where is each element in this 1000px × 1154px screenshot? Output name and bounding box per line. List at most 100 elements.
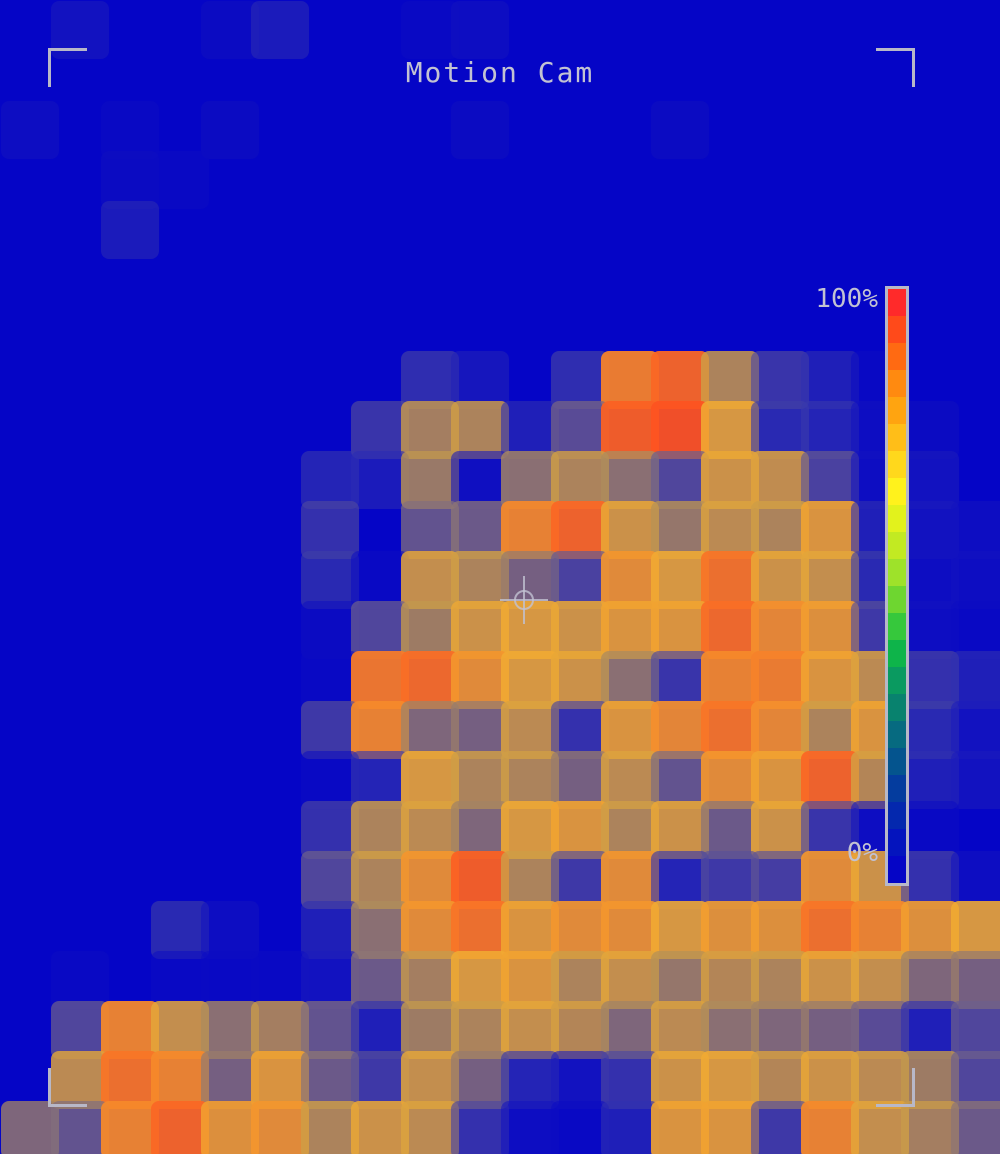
heatmap-cell (301, 451, 359, 509)
heatmap-cell (351, 651, 409, 709)
heatmap-cell (351, 851, 409, 909)
heatmap-cell (451, 701, 509, 759)
heatmap-cell (451, 351, 509, 409)
heatmap-cell (301, 751, 359, 809)
heatmap-cell (951, 851, 1000, 909)
heatmap-cell (751, 351, 809, 409)
scale-segment (888, 451, 906, 479)
heatmap-cell (601, 851, 659, 909)
heatmap-cell (801, 501, 859, 559)
heatmap-cell (301, 501, 359, 559)
heatmap-cell (351, 601, 409, 659)
heatmap-cell (751, 1051, 809, 1109)
heatmap-cell (951, 1101, 1000, 1154)
scale-segment (888, 586, 906, 614)
heatmap-cell (901, 1101, 959, 1154)
heatmap-cell (651, 951, 709, 1009)
scale-segment (888, 613, 906, 641)
heatmap-cell (601, 1051, 659, 1109)
heatmap-cell (251, 1101, 309, 1154)
heatmap-cell (451, 901, 509, 959)
heatmap-cell (551, 901, 609, 959)
heatmap-cell (551, 951, 609, 1009)
heatmap-cell (451, 401, 509, 459)
heatmap-cell (801, 551, 859, 609)
heatmap-cell (401, 851, 459, 909)
heatmap-cell (851, 1001, 909, 1059)
heatmap-cell (501, 1101, 559, 1154)
heatmap-cell (901, 901, 959, 959)
heatmap-cell (751, 901, 809, 959)
scale-segment (888, 478, 906, 506)
scale-segment (888, 640, 906, 668)
heatmap-cell (401, 651, 459, 709)
heatmap-cell (301, 1051, 359, 1109)
heatmap-cell (601, 951, 659, 1009)
heatmap-cell (651, 851, 709, 909)
heatmap-cell (601, 351, 659, 409)
heatmap-cell (501, 501, 559, 559)
scale-segment (888, 694, 906, 722)
heatmap-cell (651, 451, 709, 509)
heatmap-cell (901, 851, 959, 909)
heatmap-cell (501, 801, 559, 859)
scale-segment (888, 829, 906, 857)
heatmap-cell (501, 401, 559, 459)
scale-segment (888, 802, 906, 830)
heatmap-cell (501, 1001, 559, 1059)
heatmap-cell (101, 151, 159, 209)
heatmap-cell (101, 101, 159, 159)
heatmap-cell (701, 851, 759, 909)
scale-segment (888, 505, 906, 533)
heatmap-cell (201, 101, 259, 159)
heatmap-cell (151, 1051, 209, 1109)
heatmap-cell (301, 701, 359, 759)
scale-segment (888, 667, 906, 695)
heatmap-cell (751, 1101, 809, 1154)
heatmap-cell (551, 851, 609, 909)
intensity-scale-bar (885, 286, 909, 886)
heatmap-cell (651, 651, 709, 709)
heatmap-cell (951, 901, 1000, 959)
heatmap-cell (351, 901, 409, 959)
heatmap-cell (751, 701, 809, 759)
heatmap-cell (151, 901, 209, 959)
heatmap-cell (251, 1051, 309, 1109)
scale-min-label: 0% (758, 838, 878, 868)
heatmap-cell (801, 351, 859, 409)
frame-corner-bottom-left (48, 1068, 87, 1107)
heatmap-cell (651, 1101, 709, 1154)
heatmap-cell (351, 1101, 409, 1154)
heatmap-cell (451, 451, 509, 509)
scale-segment (888, 856, 906, 884)
heatmap-cell (651, 551, 709, 609)
heatmap-cell (401, 551, 459, 609)
heatmap-cell (951, 501, 1000, 559)
heatmap-cell (801, 1001, 859, 1059)
heatmap-cell (701, 351, 759, 409)
heatmap-cell (601, 451, 659, 509)
heatmap-cell (851, 951, 909, 1009)
heatmap-cell (551, 401, 609, 459)
heatmap-cell (701, 401, 759, 459)
scale-segment (888, 289, 906, 317)
heatmap-cell (651, 101, 709, 159)
scale-segment (888, 559, 906, 587)
heatmap-cell (601, 901, 659, 959)
heatmap-cell (951, 601, 1000, 659)
heatmap-cell (451, 1001, 509, 1059)
heatmap-cell (651, 401, 709, 459)
heatmap-cell (301, 1101, 359, 1154)
heatmap-cell (751, 401, 809, 459)
heatmap-cell (601, 551, 659, 609)
heatmap-cell (251, 951, 309, 1009)
heatmap-cell (251, 1, 309, 59)
heatmap-cell (101, 1051, 159, 1109)
heatmap-cell (701, 801, 759, 859)
scale-segment (888, 316, 906, 344)
heatmap-cell (351, 801, 409, 859)
heatmap-cell (501, 951, 559, 1009)
heatmap-cell (851, 1101, 909, 1154)
heatmap-cell (901, 801, 959, 859)
scale-max-label: 100% (758, 284, 878, 314)
